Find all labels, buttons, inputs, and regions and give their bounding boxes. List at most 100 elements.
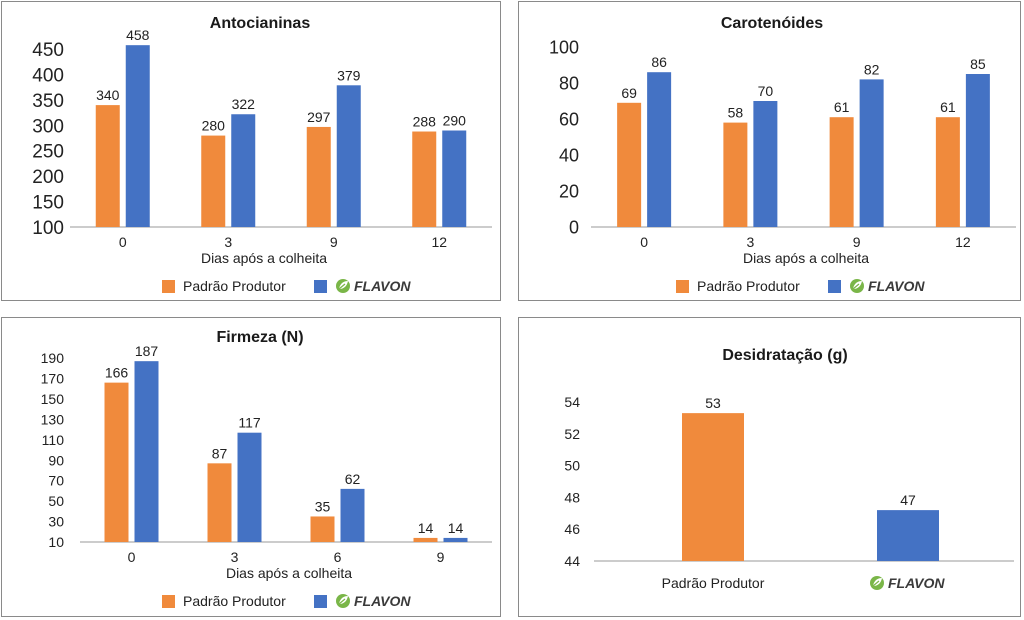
chart-desidratacao: Desidratação (g) 44 46 48 50 52 54 53 47 Padrão P… bbox=[564, 347, 1014, 591]
carotenoides-ytick-label: 20 bbox=[559, 181, 579, 201]
carotenoides-xtick-label: 9 bbox=[853, 234, 861, 250]
carotenoides-data-label: 61 bbox=[940, 99, 956, 115]
firmeza-xtick-label: 0 bbox=[128, 549, 136, 565]
carotenoides-data-label: 58 bbox=[728, 105, 744, 121]
carotenoides-xtick-label: 0 bbox=[640, 234, 648, 250]
firmeza-ytick-label: 90 bbox=[48, 452, 64, 468]
carotenoides-legend-swatch-flavon bbox=[828, 280, 841, 293]
firmeza-data-label: 166 bbox=[105, 365, 129, 381]
carotenoides-bar-flavon bbox=[753, 101, 778, 227]
antocianinas-legend-flavon-leaf-icon bbox=[336, 279, 350, 293]
antocianinas-x-axis-title: Dias após a colheita bbox=[201, 250, 327, 266]
carotenoides-ytick-label: 100 bbox=[549, 37, 579, 57]
firmeza-ytick-label: 190 bbox=[41, 350, 65, 366]
carotenoides-legend-padrao: Padrão Produtor bbox=[697, 278, 800, 294]
firmeza-data-label: 187 bbox=[135, 343, 159, 359]
carotenoides-bar-padrao bbox=[723, 122, 748, 227]
carotenoides-legend-swatch-padrao bbox=[676, 280, 689, 293]
firmeza-xtick-label: 9 bbox=[437, 549, 445, 565]
firmeza-ytick-label: 30 bbox=[48, 514, 64, 530]
firmeza-ytick-label: 150 bbox=[41, 391, 65, 407]
carotenoides-xtick-label: 12 bbox=[955, 234, 971, 250]
antocianinas-data-label: 290 bbox=[443, 113, 467, 129]
firmeza-xtick-label: 3 bbox=[231, 549, 239, 565]
firmeza-data-label: 14 bbox=[448, 520, 464, 536]
antocianinas-xtick-label: 9 bbox=[330, 234, 338, 250]
antocianinas-legend-swatch-flavon bbox=[314, 280, 327, 293]
desidratacao-flavon-leaf-icon bbox=[870, 576, 884, 590]
carotenoides-data-label: 70 bbox=[758, 83, 774, 99]
carotenoides-bar-flavon bbox=[965, 74, 990, 227]
chart-panel-desidratacao: Desidratação (g) 44 46 48 50 52 54 53 47 Padrão P… bbox=[518, 317, 1021, 617]
desidratacao-bar-flavon bbox=[877, 510, 939, 561]
chart-panel-antocianinas: Antocianinas 100 150 200 250 300 350 400 450 340 4… bbox=[1, 1, 501, 301]
carotenoides-bar-padrao bbox=[617, 102, 642, 227]
firmeza-title: Firmeza (N) bbox=[216, 329, 303, 346]
antocianinas-bar-padrao bbox=[306, 126, 331, 227]
firmeza-bar-flavon bbox=[237, 432, 262, 542]
chart-antocianinas: Antocianinas 100 150 200 250 300 350 400 450 340 4… bbox=[32, 15, 492, 294]
antocianinas-xtick-label: 0 bbox=[119, 234, 127, 250]
carotenoides-title: Carotenóides bbox=[721, 15, 823, 32]
antocianinas-xtick-label: 3 bbox=[224, 234, 232, 250]
chart-panel-carotenoides: Carotenóides 0 20 40 60 80 100 69 86 0 58 70 3 61 82 9 6… bbox=[518, 1, 1021, 301]
antocianinas-ytick-label: 400 bbox=[32, 65, 64, 86]
antocianinas-ytick-label: 150 bbox=[32, 192, 64, 213]
antocianinas-data-label: 379 bbox=[337, 67, 361, 83]
desidratacao-data-label: 47 bbox=[900, 492, 916, 508]
firmeza-bar-padrao bbox=[310, 516, 335, 542]
firmeza-bar-padrao bbox=[207, 463, 232, 542]
carotenoides-data-label: 86 bbox=[651, 54, 667, 70]
firmeza-data-label: 87 bbox=[212, 445, 228, 461]
firmeza-ytick-label: 110 bbox=[42, 432, 65, 448]
antocianinas-ytick-label: 200 bbox=[32, 167, 64, 188]
firmeza-bar-flavon bbox=[340, 488, 365, 542]
firmeza-ytick-label: 170 bbox=[41, 371, 65, 387]
desidratacao-ytick-label: 50 bbox=[564, 458, 580, 474]
antocianinas-legend-padrao: Padrão Produtor bbox=[183, 278, 286, 294]
desidratacao-title: Desidratação (g) bbox=[722, 347, 847, 364]
firmeza-data-label: 62 bbox=[345, 471, 361, 487]
desidratacao-ytick-label: 52 bbox=[564, 426, 580, 442]
firmeza-ytick-label: 50 bbox=[48, 493, 64, 509]
antocianinas-data-label: 458 bbox=[126, 27, 150, 43]
antocianinas-ytick-label: 300 bbox=[32, 116, 64, 137]
carotenoides-legend-flavon-leaf-icon bbox=[850, 279, 864, 293]
antocianinas-bar-flavon bbox=[125, 45, 150, 228]
carotenoides-ytick-label: 0 bbox=[569, 217, 579, 237]
firmeza-bar-flavon bbox=[443, 537, 468, 542]
carotenoides-ytick-label: 80 bbox=[559, 73, 579, 93]
chart-carotenoides: Carotenóides 0 20 40 60 80 100 69 86 0 58 70 3 61 82 9 6… bbox=[549, 15, 1016, 294]
desidratacao-ytick-label: 54 bbox=[564, 394, 580, 410]
desidratacao-xtick-label: FLAVON bbox=[888, 575, 945, 591]
firmeza-bar-flavon bbox=[134, 361, 159, 542]
desidratacao-ytick-label: 48 bbox=[564, 489, 580, 505]
antocianinas-data-label: 340 bbox=[96, 87, 120, 103]
firmeza-ytick-label: 70 bbox=[48, 473, 64, 489]
firmeza-data-label: 35 bbox=[315, 498, 331, 514]
antocianinas-data-label: 288 bbox=[413, 114, 437, 130]
antocianinas-bar-flavon bbox=[231, 114, 256, 227]
desidratacao-data-label: 53 bbox=[705, 395, 721, 411]
firmeza-x-axis-title: Dias após a colheita bbox=[226, 565, 352, 581]
firmeza-legend-padrao: Padrão Produtor bbox=[183, 593, 286, 609]
antocianinas-bar-padrao bbox=[95, 105, 120, 227]
carotenoides-bar-padrao bbox=[935, 117, 960, 227]
carotenoides-legend-flavon-brand-text: FLAVON bbox=[868, 278, 925, 294]
antocianinas-data-label: 322 bbox=[232, 96, 256, 112]
antocianinas-data-label: 297 bbox=[307, 109, 331, 125]
chart-firmeza: Firmeza (N)10305070901101301501701901661… bbox=[41, 329, 492, 609]
desidratacao-ytick-label: 46 bbox=[564, 521, 580, 537]
carotenoides-xtick-label: 3 bbox=[746, 234, 754, 250]
antocianinas-ytick-label: 450 bbox=[32, 40, 64, 61]
antocianinas-bar-padrao bbox=[201, 135, 226, 227]
carotenoides-bar-flavon bbox=[859, 79, 884, 228]
antocianinas-xtick-label: 12 bbox=[431, 234, 447, 250]
firmeza-ytick-label: 10 bbox=[48, 534, 64, 550]
firmeza-legend-swatch-padrao bbox=[162, 595, 175, 608]
firmeza-bar-padrao bbox=[104, 382, 129, 542]
antocianinas-bar-padrao bbox=[412, 131, 437, 227]
carotenoides-data-label: 69 bbox=[621, 85, 637, 101]
antocianinas-title: Antocianinas bbox=[210, 15, 311, 32]
antocianinas-legend-flavon-brand-text: FLAVON bbox=[354, 278, 411, 294]
